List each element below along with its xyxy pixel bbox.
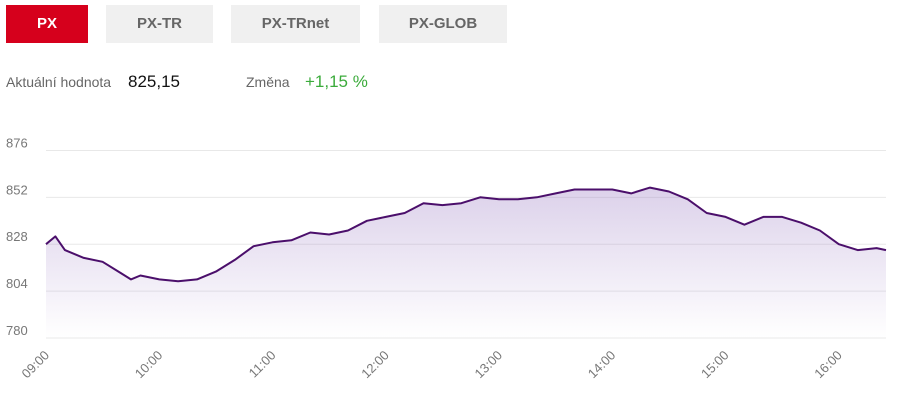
x-tick-label: 16:00 (811, 348, 845, 382)
tab[interactable]: PX-TR (106, 5, 213, 43)
current-label: Aktuální hodnota (6, 74, 112, 90)
area (46, 187, 886, 338)
tab[interactable]: PX (6, 5, 88, 43)
y-tick-label: 828 (6, 229, 28, 244)
tab[interactable]: PX-TRnet (231, 5, 360, 43)
line (45, 186, 887, 283)
x-tick-label: 15:00 (698, 348, 732, 382)
y-tick-label: 804 (6, 276, 28, 291)
x-tick-label: 09:00 (19, 348, 53, 382)
x-tick-label: 13:00 (472, 348, 506, 382)
y-tick-label: 852 (6, 182, 28, 197)
y-tick-label: 876 (6, 135, 28, 150)
x-tick-label: 12:00 (358, 348, 392, 382)
change-value: +1,15 % (305, 72, 368, 91)
change-label: Změna (246, 74, 290, 90)
x-tick-label: 11:00 (246, 348, 279, 381)
x-tick-label: 10:00 (132, 348, 166, 382)
current-value: 825,15 (128, 72, 180, 91)
y-tick-label: 780 (6, 323, 28, 338)
x-tick-label: 14:00 (585, 348, 619, 382)
tab[interactable]: PX-GLOB (379, 5, 507, 43)
